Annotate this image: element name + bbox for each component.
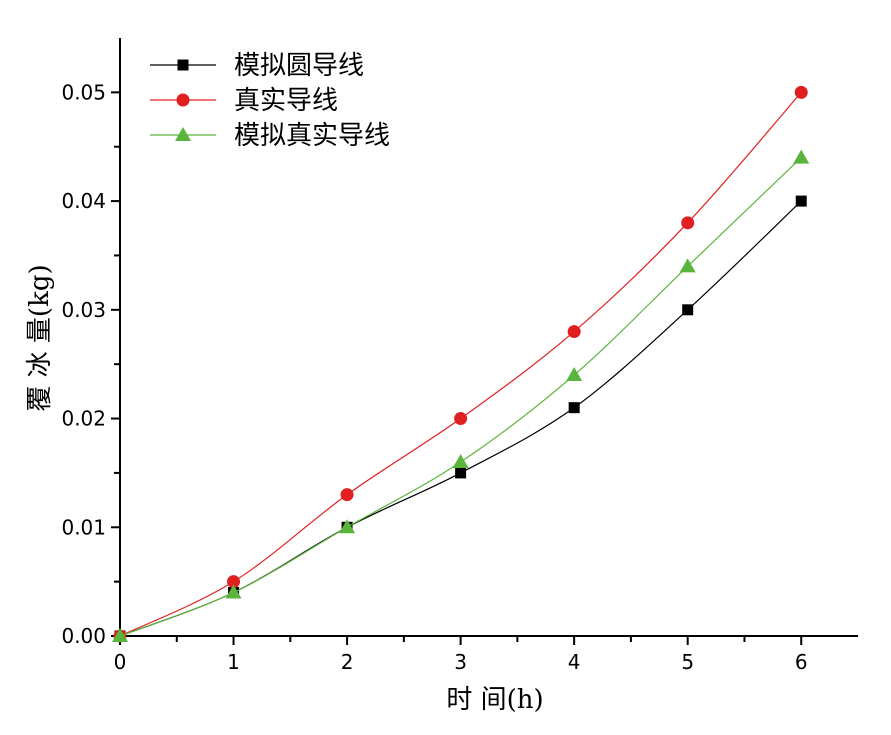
data-point [340,488,354,502]
data-point [227,575,241,589]
legend-item: 模拟真实导线 [150,121,390,151]
legend-marker [176,93,190,107]
x-tick-label: 4 [568,650,581,674]
y-tick-label: 0.00 [61,624,106,648]
data-point [339,519,356,534]
data-point [112,628,128,642]
data-point [793,149,810,164]
data-point [795,195,807,207]
data-point [682,304,694,316]
data-point [566,367,583,382]
data-point [455,467,467,479]
data-point [225,584,242,599]
y-tick-label: 0.02 [61,407,106,431]
axes: 0 1 2 3 4 5 6 0.00 0.01 0.02 0.03 0.04 0.05 [61,38,858,674]
y-tick-label: 0.03 [61,298,106,322]
legend-item: 模拟圆导线 [150,51,364,81]
legend-label: 模拟真实导线 [234,121,390,151]
legend-item: 真实导线 [150,86,338,116]
legend-marker [177,59,189,71]
legend-marker [175,127,191,141]
x-tick-label: 2 [341,650,354,674]
data-point [568,402,580,414]
x-axis-label: 时 间(h) [446,685,543,715]
data-point [452,454,469,469]
x-tick-label: 6 [795,650,808,674]
series-line [119,91,802,637]
data-point [679,258,696,273]
legend-label: 真实导线 [234,86,338,116]
data-point [567,325,581,339]
data-point [454,412,468,426]
series-line [119,157,802,637]
y-tick-label: 0.05 [61,80,106,104]
series-2 [113,85,808,643]
y-tick-label: 0.04 [61,189,106,213]
x-tick-label: 5 [681,650,694,674]
x-tick-label: 3 [454,650,467,674]
y-tick-label: 0.01 [61,515,106,539]
x-tick-label: 0 [114,650,127,674]
data-point [681,216,695,230]
data-point [794,85,808,99]
series-layer [112,85,810,643]
x-tick-label: 1 [227,650,240,674]
series-3 [112,149,810,642]
legend-label: 模拟圆导线 [234,51,364,81]
y-axis-label: 覆 冰 量(kg) [25,264,55,411]
